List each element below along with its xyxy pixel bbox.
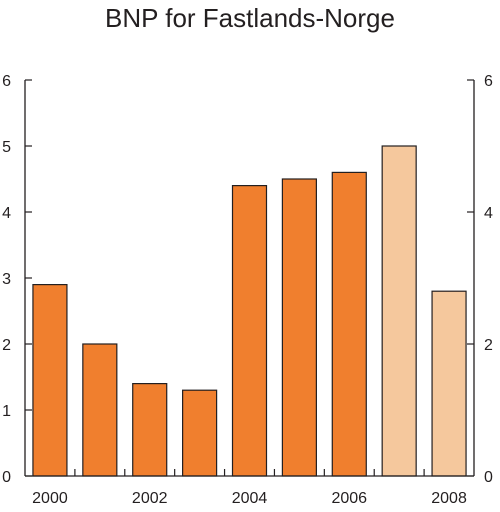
chart-title: BNP for Fastlands-Norge xyxy=(105,3,395,33)
bar-2000 xyxy=(32,284,68,477)
ticks-group: 0 1 2 3 4 5 6 0 2 4 6 2000 2002 2004 2006 2008 xyxy=(2,73,493,507)
bar-2003 xyxy=(182,389,218,477)
bar-2008 xyxy=(431,290,467,477)
x-tick-label-2008: 2008 xyxy=(431,490,467,507)
left-tick-label-2: 2 xyxy=(2,337,11,354)
x-tick-label-2002: 2002 xyxy=(132,490,168,507)
x-tick-label-2006: 2006 xyxy=(331,490,367,507)
right-tick-label-0: 0 xyxy=(484,469,493,486)
x-tick-label-2000: 2000 xyxy=(32,490,68,507)
axes-group xyxy=(24,79,475,477)
left-tick-label-3: 3 xyxy=(2,271,11,288)
right-tick-label-4: 4 xyxy=(484,205,493,222)
left-tick-label-1: 1 xyxy=(2,403,11,420)
left-tick-label-6: 6 xyxy=(2,73,11,90)
left-tick-label-4: 4 xyxy=(2,205,11,222)
right-tick-label-6: 6 xyxy=(484,73,493,90)
bar-2004 xyxy=(231,185,268,477)
bar-2006 xyxy=(331,171,367,477)
bar-2005 xyxy=(281,178,317,477)
x-tick-label-2004: 2004 xyxy=(232,490,268,507)
right-tick-label-2: 2 xyxy=(484,337,493,354)
left-tick-label-5: 5 xyxy=(2,139,11,156)
bar-2001 xyxy=(82,343,118,477)
bars-group xyxy=(32,145,467,477)
left-tick-label-0: 0 xyxy=(2,469,11,486)
bar-2007 xyxy=(381,145,417,477)
bar-2002 xyxy=(132,383,168,477)
